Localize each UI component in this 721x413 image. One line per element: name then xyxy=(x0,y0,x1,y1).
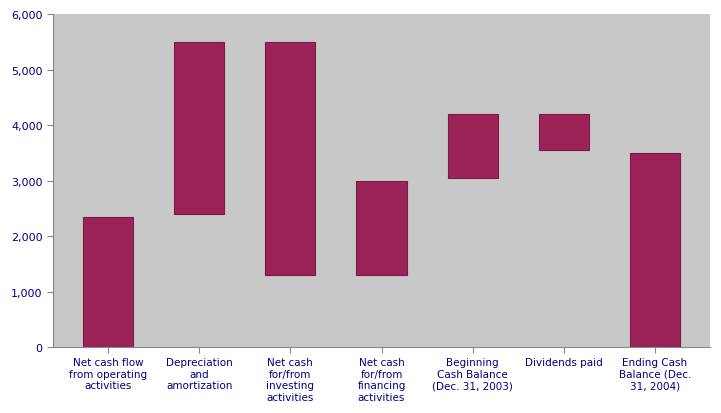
Bar xyxy=(174,43,224,214)
Bar xyxy=(265,43,315,275)
Bar xyxy=(356,181,407,275)
Bar xyxy=(539,115,589,151)
Bar xyxy=(448,115,497,178)
Bar xyxy=(83,217,133,347)
Bar xyxy=(630,154,680,347)
